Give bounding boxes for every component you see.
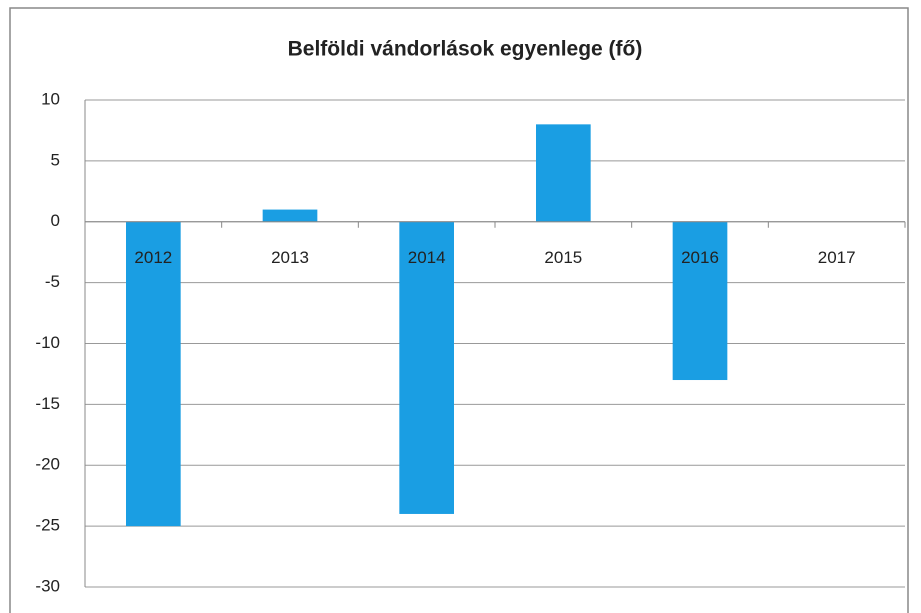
bar bbox=[399, 221, 454, 514]
y-tick-label: -25 bbox=[35, 516, 60, 535]
bar bbox=[126, 221, 181, 527]
y-tick-label: -20 bbox=[35, 455, 60, 474]
bar bbox=[536, 124, 591, 222]
x-tick-label: 2015 bbox=[544, 248, 582, 267]
chart-title: Belföldi vándorlások egyenlege (fő) bbox=[288, 38, 643, 61]
bar bbox=[262, 209, 318, 222]
y-tick-label: -10 bbox=[35, 333, 60, 352]
y-tick-label: -15 bbox=[35, 394, 60, 413]
y-tick-label: -5 bbox=[45, 272, 60, 291]
y-tick-label: 5 bbox=[51, 150, 60, 169]
y-tick-label: 0 bbox=[51, 211, 60, 230]
x-tick-label: 2016 bbox=[681, 248, 719, 267]
bar bbox=[672, 221, 728, 381]
x-tick-label: 2014 bbox=[408, 248, 446, 267]
y-tick-label: -30 bbox=[35, 576, 60, 595]
x-tick-label: 2017 bbox=[818, 248, 856, 267]
y-tick-label: 10 bbox=[41, 89, 60, 108]
x-tick-label: 2012 bbox=[134, 248, 172, 267]
x-tick-label: 2013 bbox=[271, 248, 309, 267]
